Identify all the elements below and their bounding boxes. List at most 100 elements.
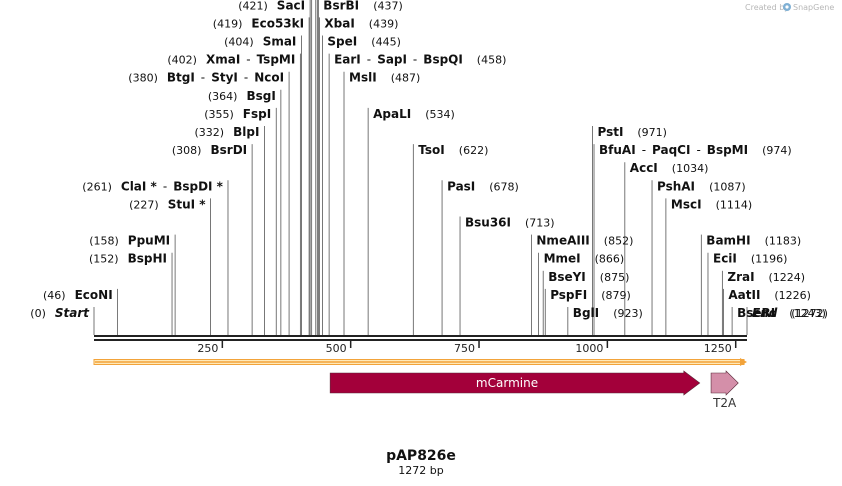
name-separator: - [642,143,646,157]
cut-position: (227) [129,198,159,211]
feature-arrow [710,370,739,396]
cut-position: (1196) [751,253,788,266]
cut-position: (355) [204,108,234,121]
site-label-30: BglI (923) [573,306,643,320]
cut-position: (332) [195,126,225,139]
site-label-11: (404) SmaI [224,35,296,49]
cut-position: (158) [89,235,119,248]
site-label-34: PshAI (1087) [657,179,746,193]
site-label-20: EarI - SapI - BspQI (458) [334,53,506,67]
marker-label-1: End (1272) [752,306,828,320]
site-label-17: BsrBI (437) [323,0,402,12]
cut-position: (487) [391,72,421,85]
site-label-1: (152) BspHI [89,252,167,266]
plasmid-name: pAP826e [386,448,456,464]
name-separator: - [201,71,205,85]
enzyme-name: BsrDI [211,143,248,157]
site-label-27: MmeI (866) [544,252,625,266]
cut-position: (852) [604,235,634,248]
name-separator: - [163,179,167,193]
enzyme-name: StyI [211,71,238,85]
name-separator: - [246,53,250,67]
cut-position: (622) [459,144,489,157]
site-label-9: (380) BtgI - StyI - NcoI [128,71,284,85]
enzyme-name: Start [55,306,90,320]
enzyme-name: NmeAIII [536,234,589,248]
enzyme-name: PaqCI [652,143,690,157]
cut-position: (445) [371,36,401,49]
enzyme-name: ZraI [727,270,754,284]
site-label-21: MslI (487) [349,71,420,85]
cut-position: (404) [224,36,254,49]
enzyme-name: SacI [277,0,305,12]
cut-position: (261) [82,180,112,193]
axis-tick-label: 250 [197,342,218,355]
cut-position: (1224) [769,271,806,284]
site-label-26: NmeAIII (852) [536,234,633,248]
feature-label: mCarmine [476,376,538,390]
cut-position: (152) [89,253,119,266]
enzyme-name: XmaI [206,53,240,67]
cut-position: (875) [600,271,630,284]
cut-position: (1243) [789,307,826,320]
enzyme-name: BsgI [247,89,276,103]
enzyme-name: Bsu36I [465,216,511,230]
site-label-39: AatII (1226) [728,288,811,302]
enzyme-name: SpeI [327,35,357,49]
site-label-36: BamHI (1183) [706,234,801,248]
snapgene-logo-icon [783,3,791,11]
enzyme-name: BtgI [167,71,195,85]
enzyme-name: EciI [713,252,737,266]
enzyme-name: BspQI [423,53,463,67]
enzyme-name: ApaLI [373,107,411,121]
name-separator: - [697,143,701,157]
feature-t2a: T2A [710,370,739,410]
cut-position: (0) [30,307,46,320]
cut-position: (971) [637,126,667,139]
cut-position: (380) [128,72,158,85]
enzyme-name: Eco53kI [251,16,304,30]
axis-tick-label: 1250 [704,342,732,355]
site-label-22: ApaLI (534) [373,107,455,121]
site-label-32: BfuAI - PaqCI - BspMI (974) [599,143,792,157]
enzyme-name: EcoNI [75,288,113,302]
feature-mcarmine: mCarmine [329,370,701,396]
cut-position: (1114) [716,198,753,211]
enzyme-name: SmaI [263,35,297,49]
site-label-19: SpeI (445) [327,35,400,49]
cut-position: (1183) [765,235,802,248]
site-label-37: EciI (1196) [713,252,787,266]
enzyme-name: TspMI [257,53,296,67]
enzyme-name: NcoI [254,71,284,85]
enzyme-name: TsoI [418,143,444,157]
cut-position: (1226) [774,289,811,302]
cut-position: (866) [595,253,625,266]
enzyme-name: MscI [671,197,702,211]
name-separator: - [413,53,417,67]
name-separator: - [367,53,371,67]
name-separator: - [244,71,248,85]
site-label-5: (308) BsrDI [172,143,247,157]
site-label-18: XbaI (439) [324,16,398,30]
cut-position: (1272) [791,307,828,320]
site-label-31: PstI (971) [598,125,667,139]
axis-tick-label: 1000 [575,342,603,355]
enzyme-name: BseRI [737,306,775,320]
cut-position: (923) [613,307,643,320]
cut-position: (1087) [709,180,746,193]
cut-position: (439) [369,17,399,30]
dna-backbone: 250 500 750 1000 1250 [94,335,747,355]
enzyme-name: PshAI [657,179,695,193]
site-label-2: (158) PpuMI [89,234,170,248]
cut-position: (421) [238,0,268,12]
site-label-10: (402) XmaI - TspMI [167,53,295,67]
enzyme-name: BspMI [707,143,748,157]
site-label-13: (421) SacI [238,0,305,12]
cut-position: (534) [425,108,455,121]
site-label-38: ZraI (1224) [727,270,805,284]
site-label-0: (46) EcoNI [43,288,113,302]
site-label-35: MscI (1114) [671,197,752,211]
enzyme-name: BamHI [706,234,750,248]
site-label-3: (227) StuI * [129,197,206,211]
site-label-29: PspFI (879) [550,288,631,302]
